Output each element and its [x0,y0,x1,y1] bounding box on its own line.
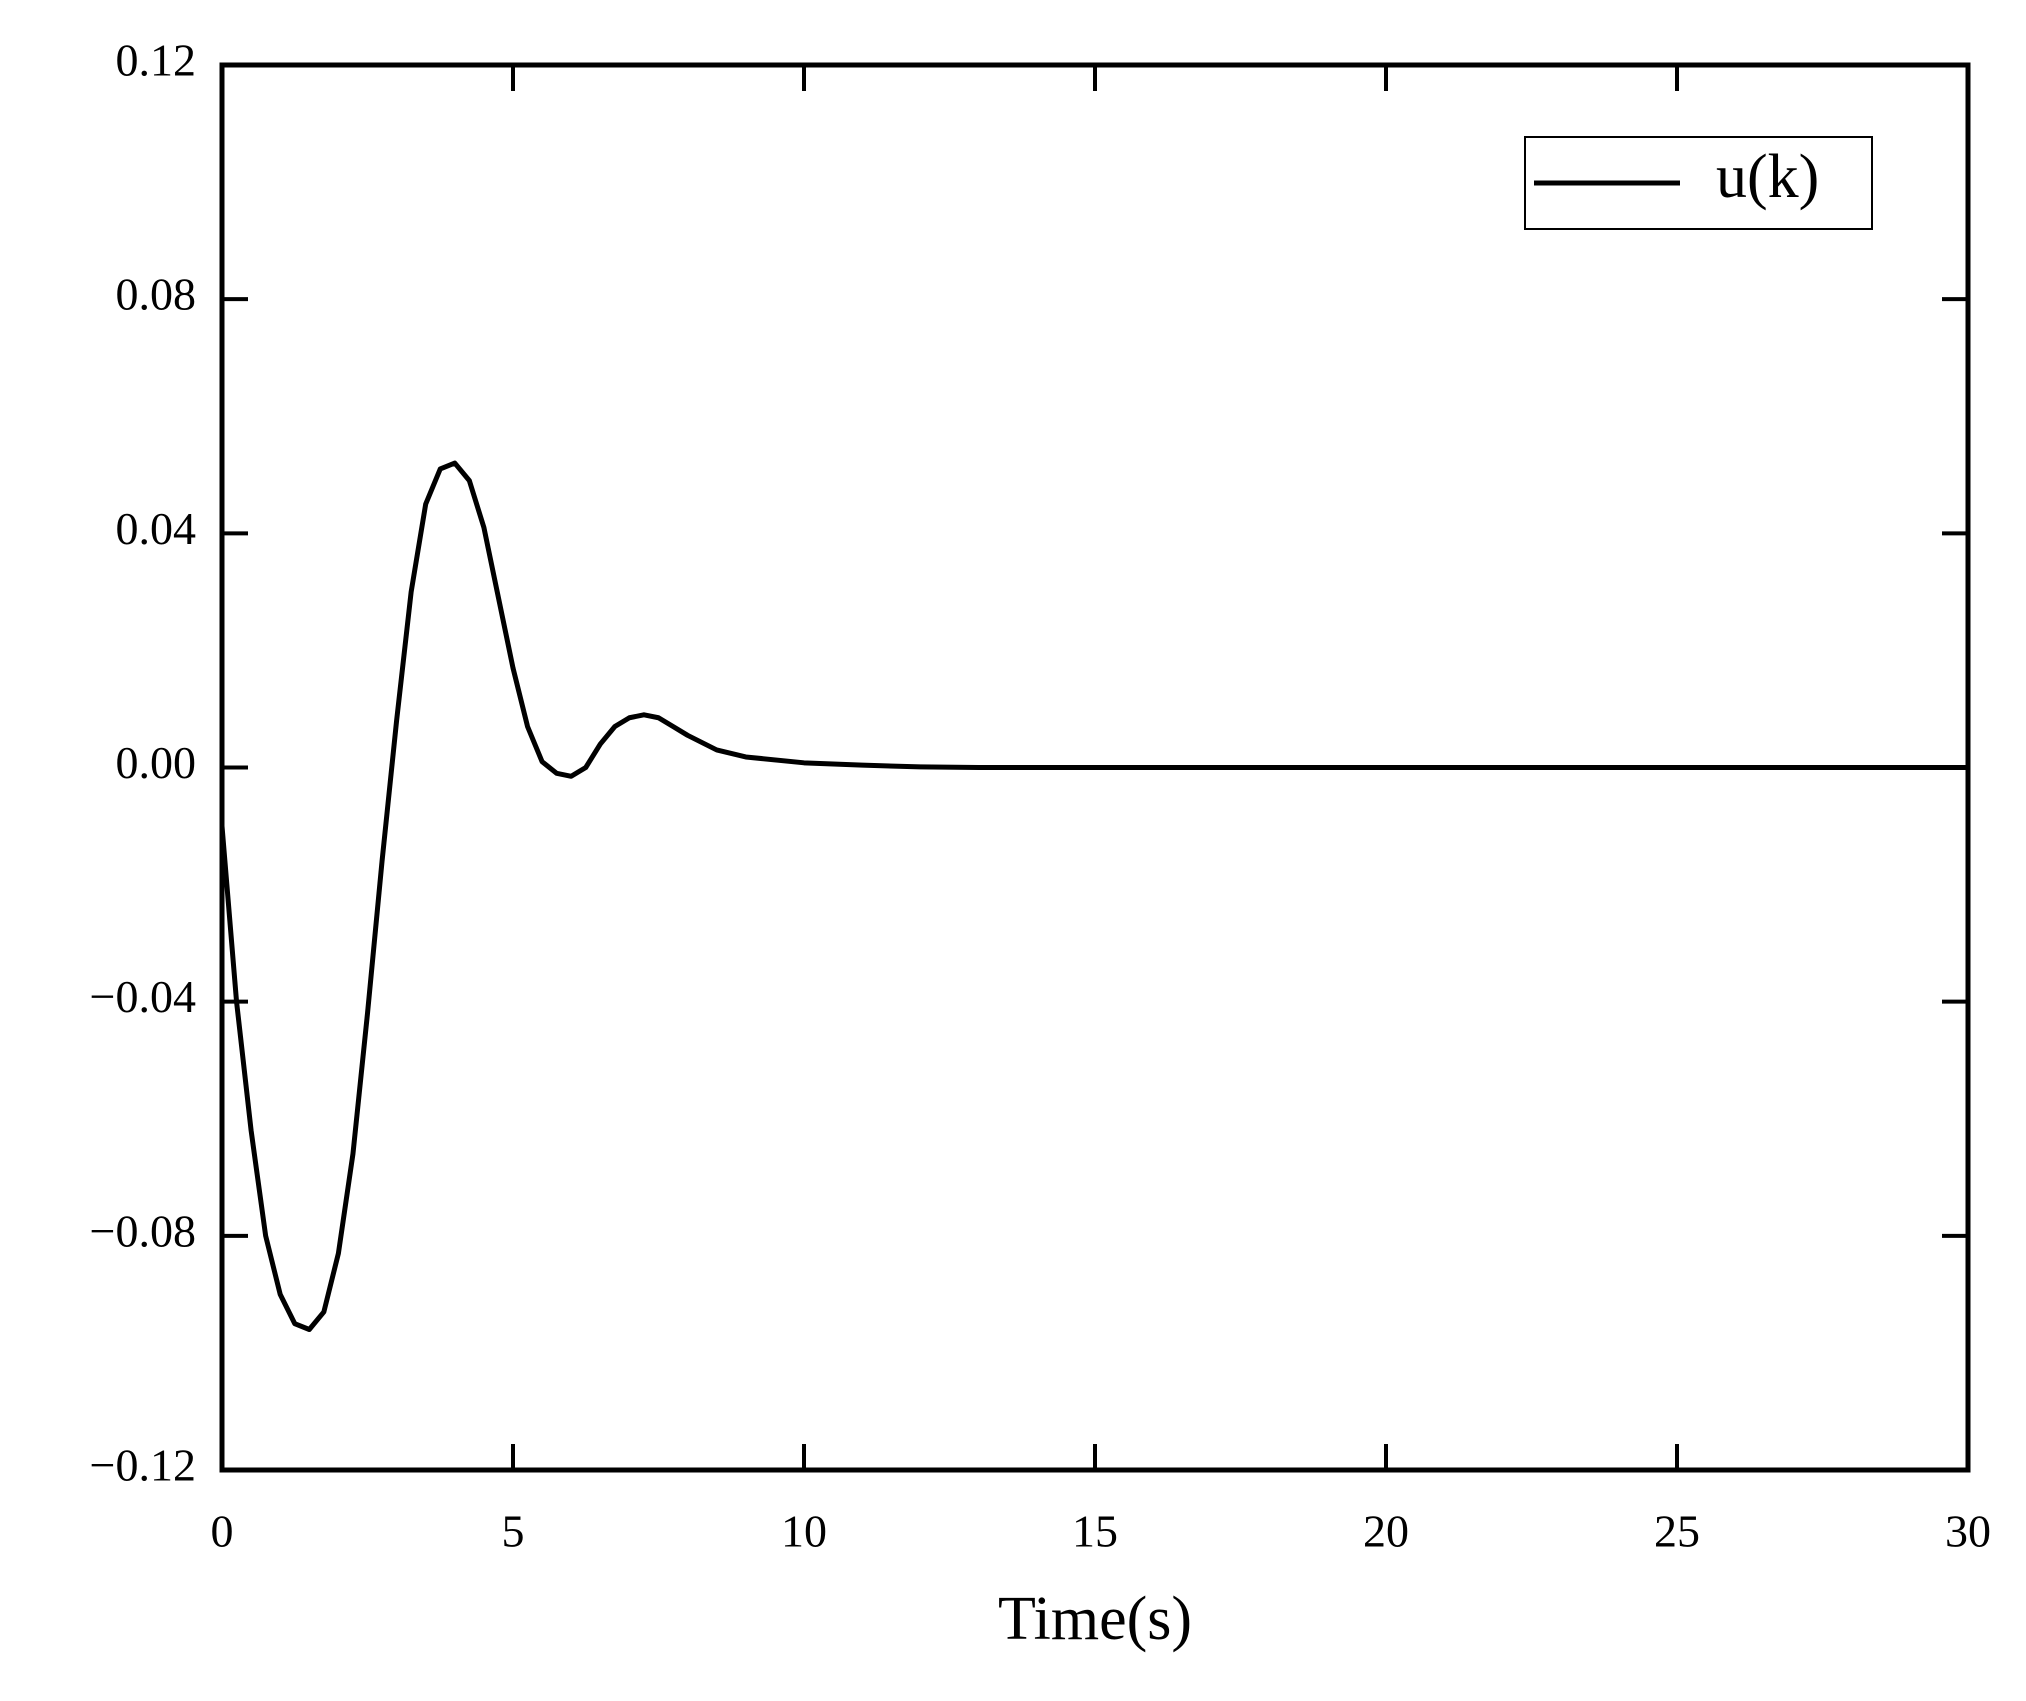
y-tick-label: −0.04 [90,971,196,1022]
x-axis-label: Time(s) [998,1585,1192,1653]
x-tick-label: 0 [211,1506,234,1557]
y-tick-label: 0.04 [116,503,197,554]
y-tick-label: 0.08 [116,269,197,320]
y-tick-label: 0.12 [116,35,197,86]
x-tick-label: 5 [502,1506,525,1557]
x-tick-label: 30 [1945,1506,1991,1557]
y-tick-label: −0.08 [90,1205,196,1256]
data-line [219,460,1968,1332]
x-tick-label: 20 [1363,1506,1409,1557]
y-tick-label: −0.12 [90,1440,196,1491]
y-tick-label: 0.00 [116,737,197,788]
x-tick-label: 25 [1654,1506,1700,1557]
x-tick-label: 15 [1072,1506,1118,1557]
legend-label: u(k) [1716,143,1819,211]
plot-frame [219,62,1971,1473]
x-tick-label: 10 [781,1506,827,1557]
